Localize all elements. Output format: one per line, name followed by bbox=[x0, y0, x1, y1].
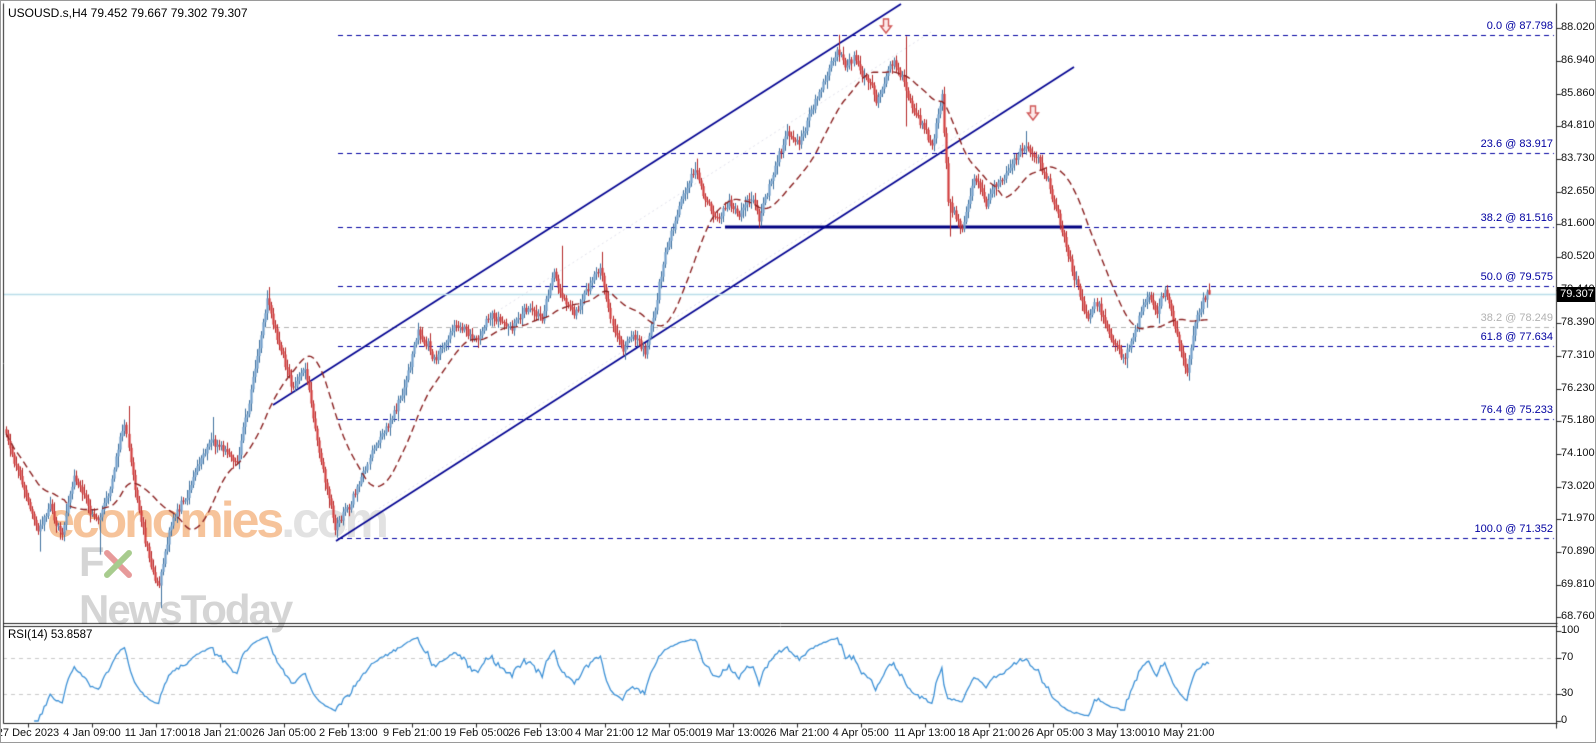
time-axis-tick-label[interactable]: 18 Jan 21:00 bbox=[188, 727, 252, 739]
rsi-indicator-label: RSI(14) 53.8587 bbox=[8, 629, 93, 641]
time-axis-tick-label[interactable]: 26 Mar 21:00 bbox=[764, 727, 830, 739]
time-axis-tick-label[interactable]: 3 May 13:00 bbox=[1086, 727, 1148, 739]
price-axis-tick-label[interactable]: 69.810 bbox=[1561, 577, 1595, 590]
time-axis-tick-label[interactable]: 4 Apr 05:00 bbox=[832, 727, 889, 739]
rsi-axis-tick-label: 100 bbox=[1561, 624, 1580, 636]
fib-level-label: 50.0 @ 79.575 bbox=[1480, 271, 1553, 284]
time-axis-tick-label[interactable]: 26 Apr 05:00 bbox=[1021, 727, 1085, 739]
rsi-axis-tick-label: 0 bbox=[1561, 714, 1568, 726]
price-axis-tick-label[interactable]: 70.890 bbox=[1561, 544, 1595, 557]
time-axis-tick-label[interactable]: 4 Jan 09:00 bbox=[63, 727, 121, 739]
price-axis-tick-label[interactable]: 83.730 bbox=[1561, 152, 1595, 165]
fib-level-label: 61.8 @ 77.634 bbox=[1480, 330, 1553, 343]
time-axis-tick-label[interactable]: 2 Feb 13:00 bbox=[318, 727, 378, 739]
time-axis-tick-label[interactable]: 10 May 21:00 bbox=[1147, 727, 1215, 739]
price-axis-tick-label[interactable]: 68.760 bbox=[1561, 610, 1595, 623]
price-axis-tick-label[interactable]: 82.650 bbox=[1561, 185, 1595, 198]
price-axis-tick-label[interactable]: 84.810 bbox=[1561, 119, 1595, 132]
price-axis-tick-label[interactable]: 73.020 bbox=[1561, 479, 1595, 492]
price-axis-tick-label[interactable]: 77.310 bbox=[1561, 348, 1595, 361]
fib-level-label: 23.6 @ 83.917 bbox=[1480, 138, 1553, 151]
time-axis-tick-label[interactable]: 11 Apr 13:00 bbox=[894, 727, 956, 739]
time-axis-tick-label[interactable]: 27 Dec 2023 bbox=[0, 727, 60, 739]
time-axis-tick-label[interactable]: 26 Jan 05:00 bbox=[252, 727, 317, 739]
rsi-axis-tick-label: 30 bbox=[1561, 687, 1574, 699]
time-axis-tick-label[interactable]: 9 Feb 21:00 bbox=[383, 727, 442, 739]
price-axis-tick-label[interactable]: 86.940 bbox=[1561, 54, 1595, 67]
fib-level-label: 0.0 @ 87.798 bbox=[1486, 19, 1553, 32]
rsi-axis-tick-label: 70 bbox=[1561, 651, 1574, 663]
price-axis-tick-label[interactable]: 78.390 bbox=[1561, 315, 1595, 328]
current-price-badge: 79.307 bbox=[1557, 287, 1595, 302]
time-axis-tick-label[interactable]: 26 Feb 13:00 bbox=[508, 727, 573, 739]
price-axis-tick-label[interactable]: 71.970 bbox=[1561, 511, 1595, 524]
time-axis-tick-label[interactable]: 11 Jan 17:00 bbox=[124, 727, 188, 739]
fib-level-label: 76.4 @ 75.233 bbox=[1480, 404, 1553, 417]
time-axis-tick-label[interactable]: 18 Apr 21:00 bbox=[957, 727, 1021, 739]
price-axis-tick-label[interactable]: 76.230 bbox=[1561, 381, 1595, 394]
price-axis-tick-label[interactable]: 85.860 bbox=[1561, 87, 1595, 100]
time-axis-tick-label[interactable]: 12 Mar 05:00 bbox=[636, 727, 701, 739]
time-axis-tick-label[interactable]: 4 Mar 21:00 bbox=[575, 727, 634, 739]
fib-level-label: 100.0 @ 71.352 bbox=[1474, 522, 1553, 535]
time-axis-tick-label[interactable]: 19 Feb 05:00 bbox=[443, 727, 509, 739]
fib-level-label: 38.2 @ 81.516 bbox=[1480, 211, 1553, 224]
price-axis-tick-label[interactable]: 74.100 bbox=[1561, 446, 1595, 459]
fib-level-label: 38.2 @ 78.249 bbox=[1480, 311, 1553, 324]
price-axis-tick-label[interactable]: 88.020 bbox=[1561, 21, 1595, 33]
price-axis-tick-label[interactable]: 80.520 bbox=[1561, 250, 1595, 263]
time-axis-tick-label[interactable]: 19 Mar 13:00 bbox=[700, 727, 766, 739]
price-axis-tick-label[interactable]: 81.600 bbox=[1561, 217, 1595, 230]
chart-title-ohlc: USOUSD.s,H4 79.452 79.667 79.302 79.307 bbox=[8, 6, 248, 20]
price-axis-tick-label[interactable]: 75.180 bbox=[1561, 413, 1595, 426]
